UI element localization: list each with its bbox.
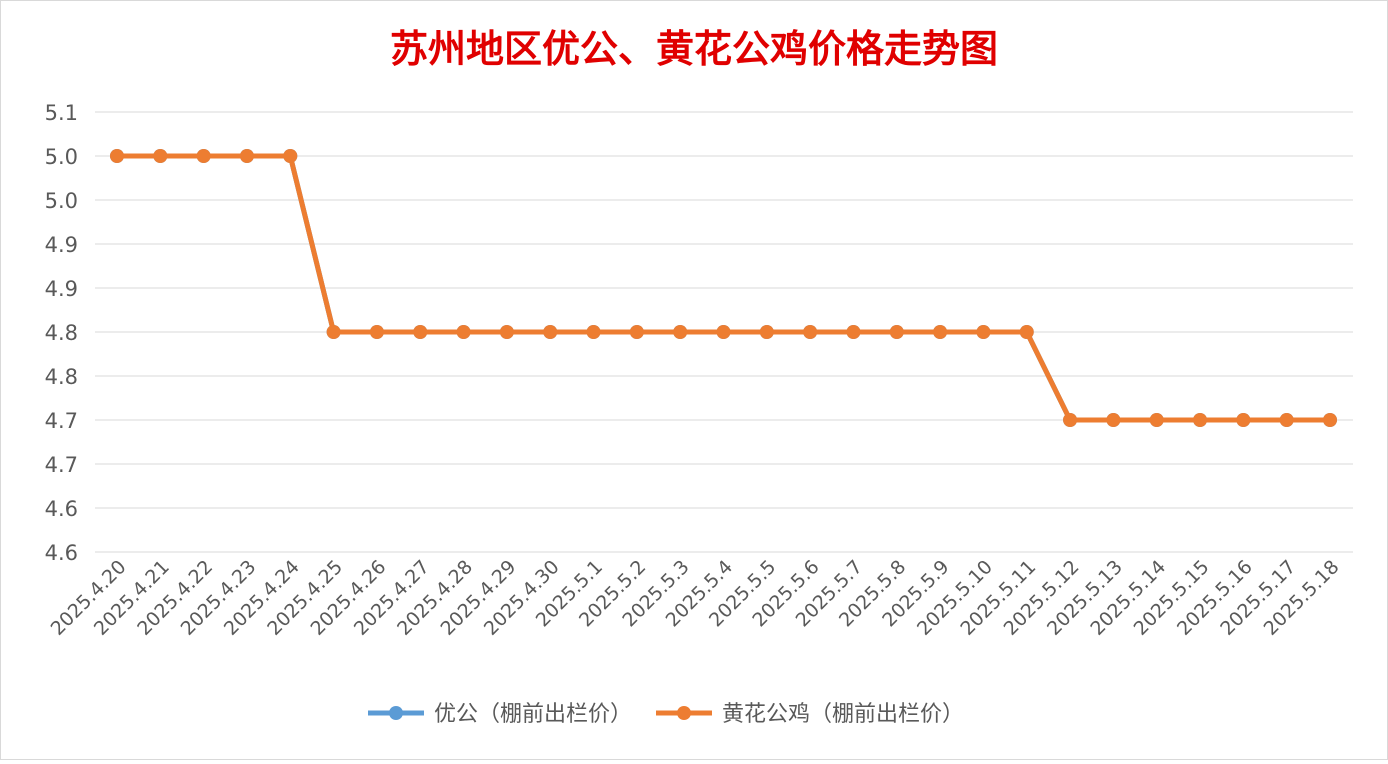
data-point <box>759 325 774 339</box>
data-point <box>499 325 514 339</box>
y-tick-label: 4.9 <box>45 233 78 257</box>
legend-item-2: 黄花公鸡（棚前出栏价） <box>656 702 964 727</box>
data-point <box>1236 413 1251 427</box>
data-point <box>1149 413 1164 427</box>
legend-item-1: 优公（棚前出栏价） <box>368 702 632 727</box>
data-point <box>1019 325 1034 339</box>
y-tick-label: 4.9 <box>45 277 78 301</box>
data-point <box>846 325 861 339</box>
data-point <box>1063 413 1078 427</box>
y-tick-label: 5.0 <box>45 145 78 169</box>
y-axis-ticks: 4.6 4.6 4.7 4.7 4.8 4.8 4.9 4.9 5.0 5.0 5.1 <box>45 101 78 565</box>
data-point <box>283 149 298 163</box>
y-tick-label: 4.8 <box>45 321 78 345</box>
data-point <box>326 325 341 339</box>
data-point <box>673 325 688 339</box>
legend-label: 黄花公鸡（棚前出栏价） <box>722 702 964 727</box>
chart-title: 苏州地区优公、黄花公鸡价格走势图 <box>390 26 998 71</box>
y-tick-label: 5.0 <box>45 189 78 213</box>
y-tick-label: 4.6 <box>45 497 78 521</box>
data-point <box>1279 413 1294 427</box>
data-point <box>369 325 384 339</box>
data-point <box>153 149 168 163</box>
data-point <box>1193 413 1208 427</box>
data-point <box>803 325 818 339</box>
legend-swatch-marker <box>389 706 403 720</box>
data-point <box>543 325 558 339</box>
series-lines <box>110 149 1337 427</box>
data-point <box>976 325 991 339</box>
data-point <box>110 149 124 163</box>
y-tick-label: 5.1 <box>45 101 78 125</box>
data-point <box>889 325 904 339</box>
y-tick-label: 4.7 <box>45 409 78 433</box>
y-tick-label: 4.6 <box>45 541 78 565</box>
data-point <box>629 325 644 339</box>
y-tick-label: 4.8 <box>45 365 78 389</box>
legend-label: 优公（棚前出栏价） <box>434 702 632 727</box>
data-point <box>586 325 601 339</box>
data-point <box>239 149 254 163</box>
data-point <box>196 149 211 163</box>
legend-swatch-marker <box>677 706 691 720</box>
series-2 <box>110 149 1337 427</box>
data-point <box>413 325 428 339</box>
y-tick-label: 4.7 <box>45 453 78 477</box>
legend: 优公（棚前出栏价） 黄花公鸡（棚前出栏价） <box>368 702 964 727</box>
data-point <box>716 325 731 339</box>
data-point <box>933 325 948 339</box>
data-point <box>1323 413 1337 427</box>
data-point <box>1106 413 1121 427</box>
data-point <box>456 325 471 339</box>
